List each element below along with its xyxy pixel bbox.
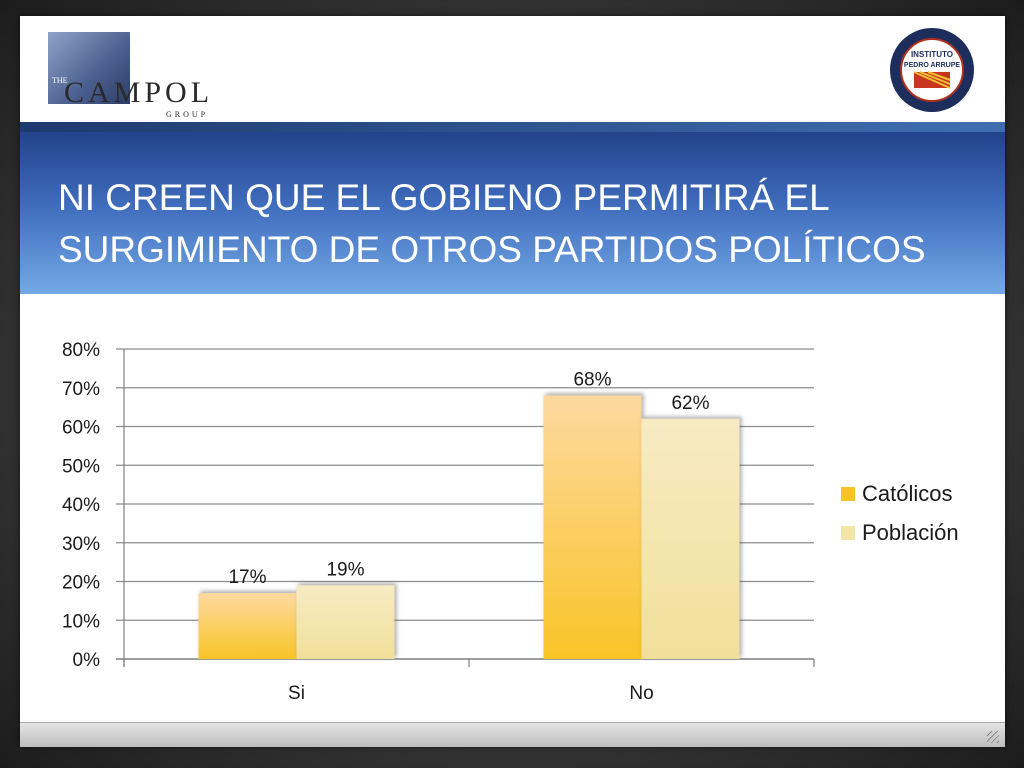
y-tick-label: 50% bbox=[62, 456, 100, 477]
x-axis: Si No bbox=[123, 659, 815, 704]
seal-line1: INSTITUTO bbox=[911, 50, 953, 59]
slide-title: NI CREEN QUE EL GOBIENO PERMITIRÁ EL SUR… bbox=[58, 172, 958, 276]
data-labels: 17% 19% 68% 62% bbox=[228, 370, 709, 589]
resize-grip-icon[interactable] bbox=[987, 731, 999, 743]
bar-chart: 0%10%20%30%40%50%60%70%80% 17% 19%68%62% … bbox=[62, 340, 959, 704]
chart-area: 0% 10% 20% 30% 40% 50% 60% 70% 80% 17% 19% 68% 62% … bbox=[20, 294, 1005, 722]
logo-bar: THE CAMPOL GROUP INSTITUTO PEDRO ARRUPE bbox=[20, 16, 1005, 124]
bottom-bar bbox=[20, 722, 1005, 747]
instituto-pedro-arrupe-seal-icon: INSTITUTO PEDRO ARRUPE bbox=[890, 28, 974, 112]
legend-swatch bbox=[841, 487, 855, 501]
bar-católicos-no bbox=[543, 395, 642, 659]
slide: THE CAMPOL GROUP INSTITUTO PEDRO ARRUPE … bbox=[20, 16, 1005, 747]
y-tick-label: 80% bbox=[62, 340, 100, 361]
data-label: 17% bbox=[228, 567, 266, 588]
logo-text-the: THE bbox=[52, 76, 68, 85]
bar-católicos-si bbox=[198, 593, 297, 659]
data-label: 62% bbox=[671, 393, 709, 414]
title-band: NI CREEN QUE EL GOBIENO PERMITIRÁ EL SUR… bbox=[20, 132, 1005, 294]
data-label: 68% bbox=[573, 370, 611, 391]
globe-icon bbox=[48, 32, 130, 104]
legend: Católicos Población bbox=[841, 481, 959, 545]
bar-población-no bbox=[641, 418, 740, 659]
title-line-2: SURGIMIENTO DE OTROS PARTIDOS POLÍTICOS bbox=[58, 229, 926, 270]
bar-población-si bbox=[296, 585, 395, 659]
logo-text-group: GROUP bbox=[166, 110, 209, 119]
campol-logo: THE CAMPOL GROUP bbox=[48, 32, 218, 119]
title-line-1: NI CREEN QUE EL GOBIENO PERMITIRÁ EL bbox=[58, 177, 830, 218]
y-tick-label: 20% bbox=[62, 573, 100, 594]
logo-text-campol: CAMPOL bbox=[64, 76, 214, 109]
legend-swatch bbox=[841, 526, 855, 540]
y-tick-label: 40% bbox=[62, 495, 100, 516]
legend-entry: Católicos bbox=[862, 481, 952, 506]
y-tick-label: 0% bbox=[73, 650, 101, 671]
bars bbox=[198, 395, 740, 659]
y-tick-label: 60% bbox=[62, 418, 100, 439]
x-tick-label: No bbox=[629, 683, 653, 704]
seal-line2: PEDRO ARRUPE bbox=[904, 62, 960, 69]
y-tick-label: 10% bbox=[62, 611, 100, 632]
y-tick-label: 70% bbox=[62, 379, 100, 400]
band-strip bbox=[20, 122, 1005, 132]
legend-entry: Población bbox=[862, 520, 959, 545]
y-axis: 0% 10% 20% 30% 40% 50% 60% 70% 80% bbox=[62, 340, 100, 671]
x-tick-label: Si bbox=[288, 683, 305, 704]
data-label: 19% bbox=[326, 559, 364, 580]
y-tick-label: 30% bbox=[62, 534, 100, 555]
